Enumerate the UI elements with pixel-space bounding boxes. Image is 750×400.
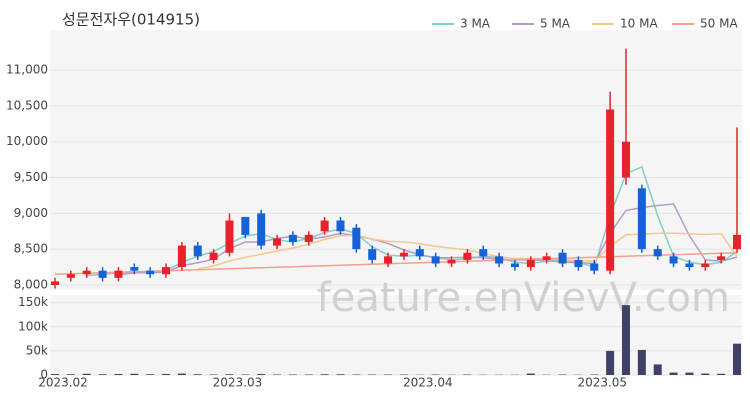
volume-bar xyxy=(51,374,59,375)
x-tick-label: 2023.03 xyxy=(213,376,263,390)
y-tick-label: 9,000 xyxy=(14,206,48,220)
volume-bar xyxy=(606,350,615,375)
volume-bar xyxy=(177,373,186,375)
candle-body xyxy=(384,256,393,264)
candle-body xyxy=(447,259,456,264)
candle-body xyxy=(273,238,282,246)
y-tick-label: 8,500 xyxy=(14,242,48,256)
y-tick-label: 150k xyxy=(18,295,48,309)
volume-bar xyxy=(257,374,266,375)
candle-body xyxy=(669,256,678,264)
y-tick-label: 100k xyxy=(18,319,48,333)
ma-line xyxy=(118,203,738,276)
candle-body xyxy=(162,267,171,275)
candle-body xyxy=(685,263,694,268)
candle-body xyxy=(368,249,377,260)
volume-bar xyxy=(193,374,202,375)
candle-body xyxy=(304,234,313,243)
candle-body xyxy=(193,245,202,257)
candle-body xyxy=(510,263,519,268)
volume-bar xyxy=(225,374,234,375)
legend-label: 3 MA xyxy=(460,17,491,31)
candle-body xyxy=(66,274,75,278)
candle-body xyxy=(653,249,662,257)
candle-body xyxy=(431,256,440,264)
candle-body xyxy=(621,141,630,178)
candle-body xyxy=(146,270,155,275)
candle-body xyxy=(733,234,741,250)
candle-body xyxy=(336,220,345,232)
chart-title: 성문전자우(014915) xyxy=(62,11,200,29)
volume-bar xyxy=(621,305,630,375)
volume-bar xyxy=(526,373,535,375)
candle-body xyxy=(415,249,424,257)
volume-bar xyxy=(733,343,741,375)
candle-body xyxy=(574,259,583,268)
volume-bar xyxy=(114,374,123,375)
candle-body xyxy=(606,109,615,271)
candle-body xyxy=(225,220,234,253)
candle-body xyxy=(479,249,488,257)
candle-body xyxy=(495,256,504,264)
x-tick-label: 2023.04 xyxy=(403,376,453,390)
candle-body xyxy=(701,263,710,268)
volume-bar xyxy=(82,373,91,375)
candle-body xyxy=(463,252,472,260)
candle-body xyxy=(114,270,123,278)
candle-body xyxy=(542,256,551,260)
candle-body xyxy=(526,259,535,268)
y-tick-label: 10,500 xyxy=(6,98,48,112)
candle-body xyxy=(320,220,329,232)
volume-bar xyxy=(98,374,107,375)
candle-body xyxy=(241,216,250,235)
y-tick-label: 50k xyxy=(26,343,48,357)
candle-body xyxy=(98,270,107,278)
volume-bar xyxy=(669,372,678,375)
volume-bar xyxy=(717,373,726,375)
volume-bar xyxy=(162,374,171,375)
volume-bar xyxy=(637,349,646,375)
legend-label: 50 MA xyxy=(700,17,738,31)
volume-bar xyxy=(66,374,75,375)
y-tick-label: 8,000 xyxy=(14,277,48,291)
volume-bar xyxy=(130,373,139,375)
x-tick-label: 2023.05 xyxy=(577,376,627,390)
volume-bar xyxy=(653,364,662,375)
candle-body xyxy=(257,213,266,246)
candle-body xyxy=(51,281,59,285)
candle-body xyxy=(590,263,599,271)
candle-body xyxy=(399,252,408,257)
volume-bar xyxy=(146,374,155,375)
legend-label: 10 MA xyxy=(620,17,658,31)
legend-label: 5 MA xyxy=(540,17,571,31)
candle-body xyxy=(637,188,646,250)
y-tick-label: 9,500 xyxy=(14,170,48,184)
x-tick-label: 2023.02 xyxy=(38,376,88,390)
volume-bar xyxy=(685,372,694,375)
candle-body xyxy=(82,270,91,275)
candle-body xyxy=(558,252,567,264)
volume-bar xyxy=(701,373,710,375)
candle-body xyxy=(352,227,361,250)
volume-bar xyxy=(320,374,329,375)
watermark: feature.enVievV.com xyxy=(317,275,730,321)
candle-body xyxy=(717,256,726,260)
candle-body xyxy=(130,267,139,271)
y-tick-label: 0 xyxy=(40,368,48,382)
y-tick-label: 11,000 xyxy=(6,63,48,77)
price-panel xyxy=(50,30,742,290)
volume-bar xyxy=(336,374,345,375)
y-tick-label: 10,000 xyxy=(6,134,48,148)
candle-body xyxy=(288,234,297,243)
candle-body xyxy=(177,245,186,268)
candle-body xyxy=(209,252,218,260)
